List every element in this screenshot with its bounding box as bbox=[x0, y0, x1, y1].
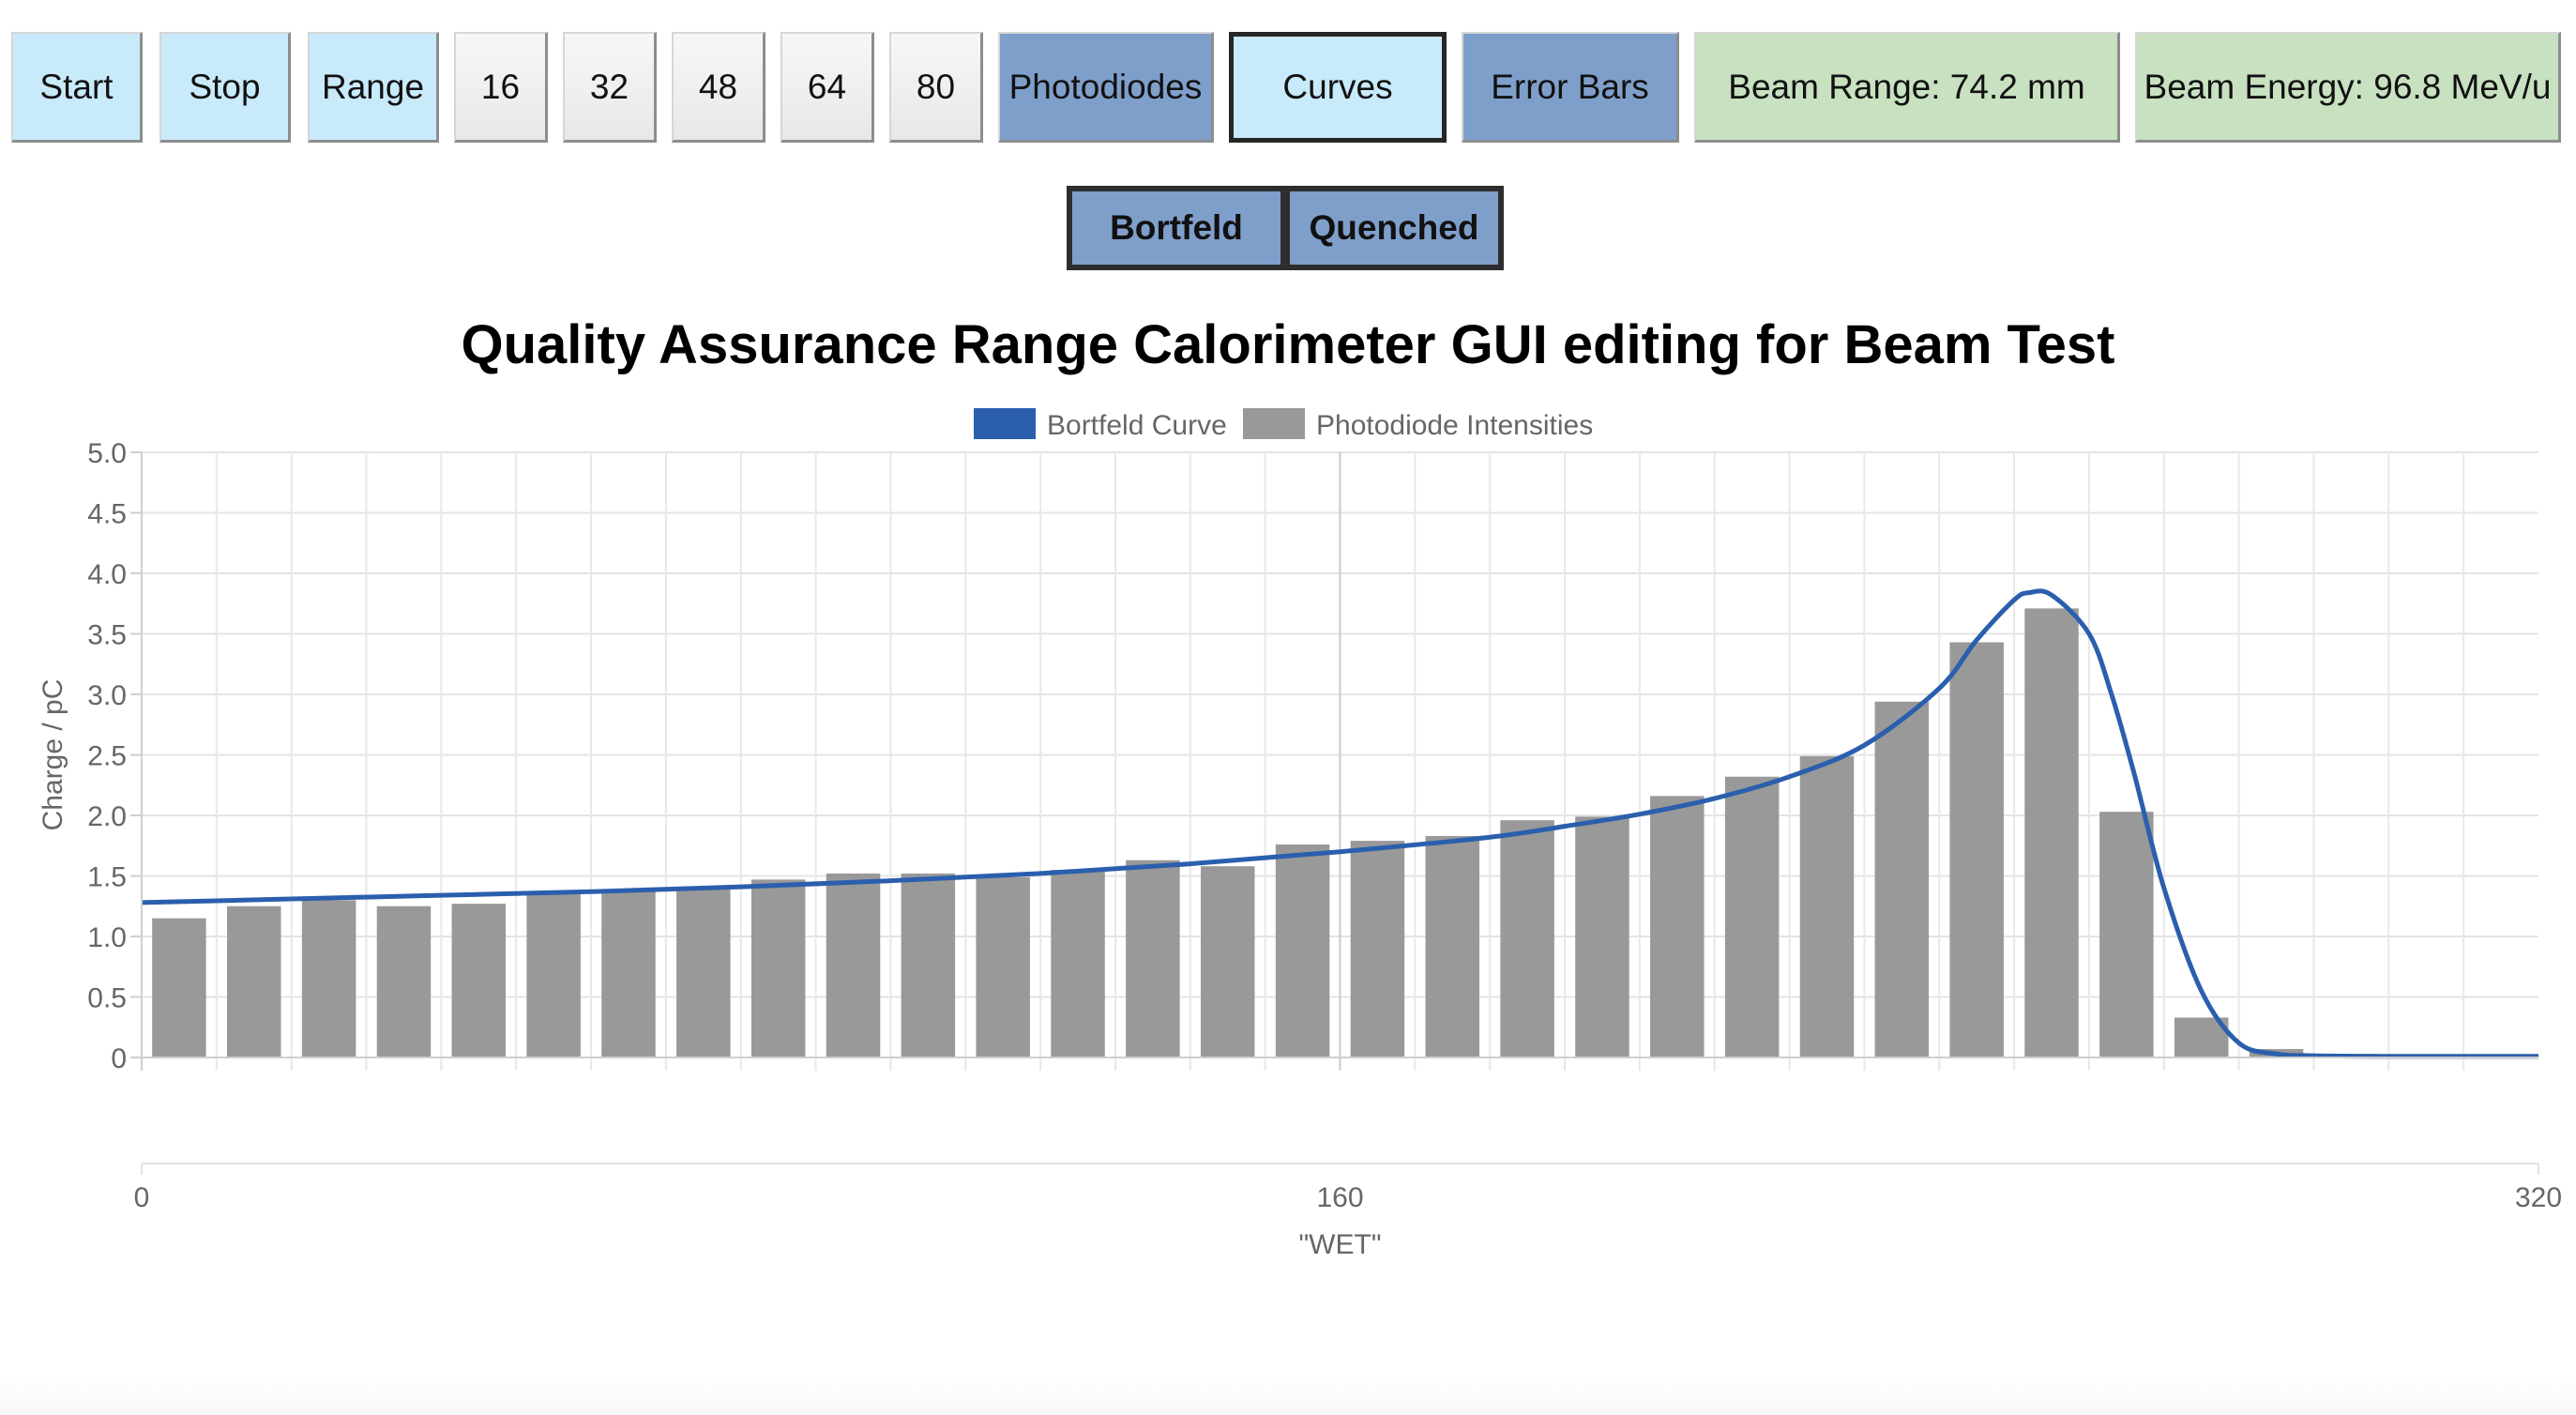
preset-16-button[interactable]: 16 bbox=[454, 32, 548, 143]
y-tick-label: 2.5 bbox=[87, 741, 127, 772]
photodiode-bar bbox=[1425, 835, 1480, 1057]
photodiode-bar bbox=[1275, 844, 1330, 1057]
photodiode-bar bbox=[1126, 860, 1180, 1057]
photodiode-bar bbox=[676, 888, 731, 1057]
photodiode-bar bbox=[1500, 820, 1554, 1057]
photodiode-bar bbox=[1949, 642, 2004, 1057]
beam-range-readout: Beam Range: 74.2 mm bbox=[1694, 32, 2120, 143]
y-tick-label: 4.5 bbox=[87, 499, 127, 530]
photodiode-bar bbox=[1799, 755, 1855, 1057]
y-tick-label: 1.0 bbox=[87, 922, 127, 953]
photodiode-bar bbox=[1650, 796, 1705, 1057]
y-tick-label: 2.0 bbox=[87, 801, 127, 832]
bortfeld-curve-layer bbox=[141, 588, 2539, 1059]
y-tick-label: 0.5 bbox=[87, 983, 127, 1014]
preset-80-button[interactable]: 80 bbox=[889, 32, 983, 143]
x-axis-title: "WET" bbox=[1299, 1229, 1382, 1260]
error-bars-button[interactable]: Error Bars bbox=[1462, 32, 1679, 143]
x-tick-label: 0 bbox=[134, 1182, 150, 1213]
legend-swatch bbox=[1243, 408, 1305, 439]
y-tick-label: 3.0 bbox=[87, 680, 127, 711]
photodiode-bar bbox=[227, 905, 281, 1057]
beam-energy-readout: Beam Energy: 96.8 MeV/u bbox=[2135, 32, 2561, 143]
photodiode-bar bbox=[1724, 776, 1780, 1057]
photodiode-bar bbox=[1874, 701, 1930, 1057]
curves-button[interactable]: Curves bbox=[1229, 32, 1447, 143]
quenched-button[interactable]: Quenched bbox=[1284, 186, 1504, 270]
start-button[interactable]: Start bbox=[11, 32, 143, 143]
photodiode-bar bbox=[526, 893, 581, 1057]
photodiode-bar bbox=[1575, 816, 1629, 1057]
x-tick-label: 160 bbox=[1316, 1182, 1363, 1213]
photodiode-bar bbox=[2099, 812, 2154, 1057]
page-bottom-fade bbox=[0, 1377, 2576, 1415]
chart-title: Quality Assurance Range Calorimeter GUI … bbox=[461, 314, 2115, 375]
y-tick-label: 0 bbox=[111, 1043, 127, 1074]
photodiode-bar bbox=[451, 904, 507, 1057]
photodiodes-button[interactable]: Photodiodes bbox=[998, 32, 1214, 143]
photodiode-bar bbox=[750, 879, 806, 1057]
photodiode-bar bbox=[901, 873, 956, 1057]
chart-grid bbox=[142, 451, 2538, 1071]
photodiode-bar bbox=[1051, 870, 1105, 1057]
bortfeld-button[interactable]: Bortfeld bbox=[1067, 186, 1286, 270]
chart-legend: Bortfeld Curve Photodiode Intensities bbox=[974, 408, 1593, 441]
photodiode-bar bbox=[2024, 608, 2079, 1057]
preset-48-button[interactable]: 48 bbox=[672, 32, 765, 143]
y-axis-title: Charge / pC bbox=[38, 679, 68, 831]
bortfeld-curve bbox=[141, 588, 2539, 1059]
photodiode-bar bbox=[152, 918, 206, 1057]
photodiode-bar bbox=[301, 900, 356, 1057]
photodiode-bar bbox=[1200, 866, 1255, 1057]
legend-swatch bbox=[974, 408, 1036, 439]
photodiode-bar bbox=[1350, 841, 1405, 1057]
legend-label: Bortfeld Curve bbox=[1047, 410, 1227, 441]
x-tick-label: 320 bbox=[2515, 1182, 2562, 1213]
chart-axes: 0 0.5 1.0 1.5 2.0 2.5 3.0 3.5 4.0 4.5 5.0 0 160 320 "W… bbox=[38, 438, 2562, 1260]
range-button[interactable]: Range bbox=[308, 32, 439, 143]
stop-button[interactable]: Stop bbox=[159, 32, 291, 143]
y-tick-label: 4.0 bbox=[87, 559, 127, 590]
preset-64-button[interactable]: 64 bbox=[780, 32, 874, 143]
photodiode-bars bbox=[152, 608, 2528, 1057]
photodiode-bar bbox=[976, 876, 1030, 1057]
photodiode-bar bbox=[601, 890, 656, 1057]
y-tick-label: 3.5 bbox=[87, 620, 127, 651]
legend-label: Photodiode Intensities bbox=[1316, 410, 1593, 441]
y-tick-label: 5.0 bbox=[87, 438, 127, 469]
y-tick-label: 1.5 bbox=[87, 862, 127, 893]
photodiode-bar bbox=[376, 905, 432, 1057]
preset-32-button[interactable]: 32 bbox=[563, 32, 657, 143]
photodiode-bar bbox=[826, 873, 881, 1057]
